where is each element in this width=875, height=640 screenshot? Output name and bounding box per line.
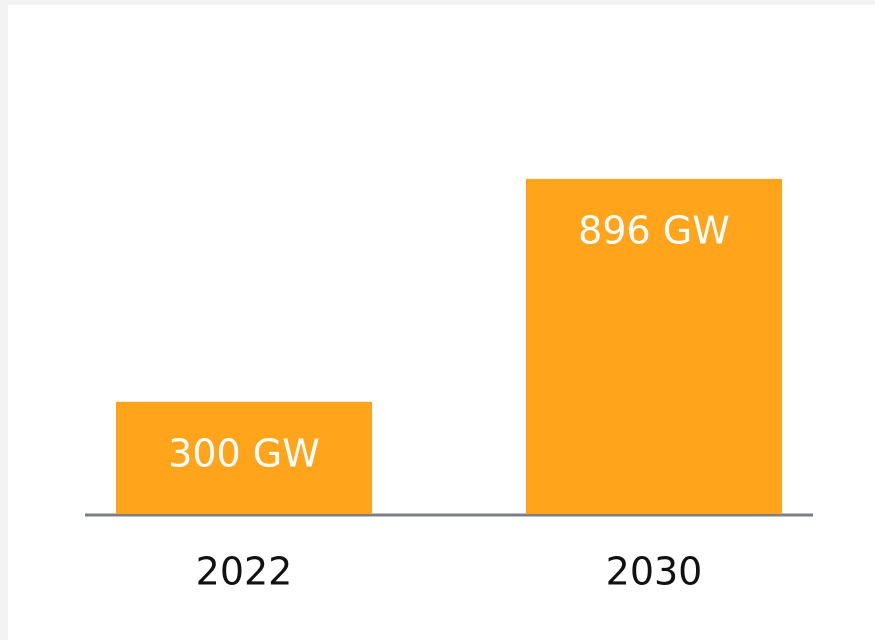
bar bbox=[526, 178, 782, 514]
x-tick-label: 2022 bbox=[196, 550, 293, 594]
value-label: 300 GW bbox=[168, 431, 320, 475]
bar bbox=[116, 401, 372, 514]
value-label: 896 GW bbox=[578, 208, 730, 252]
x-tick-label: 2030 bbox=[606, 550, 703, 594]
